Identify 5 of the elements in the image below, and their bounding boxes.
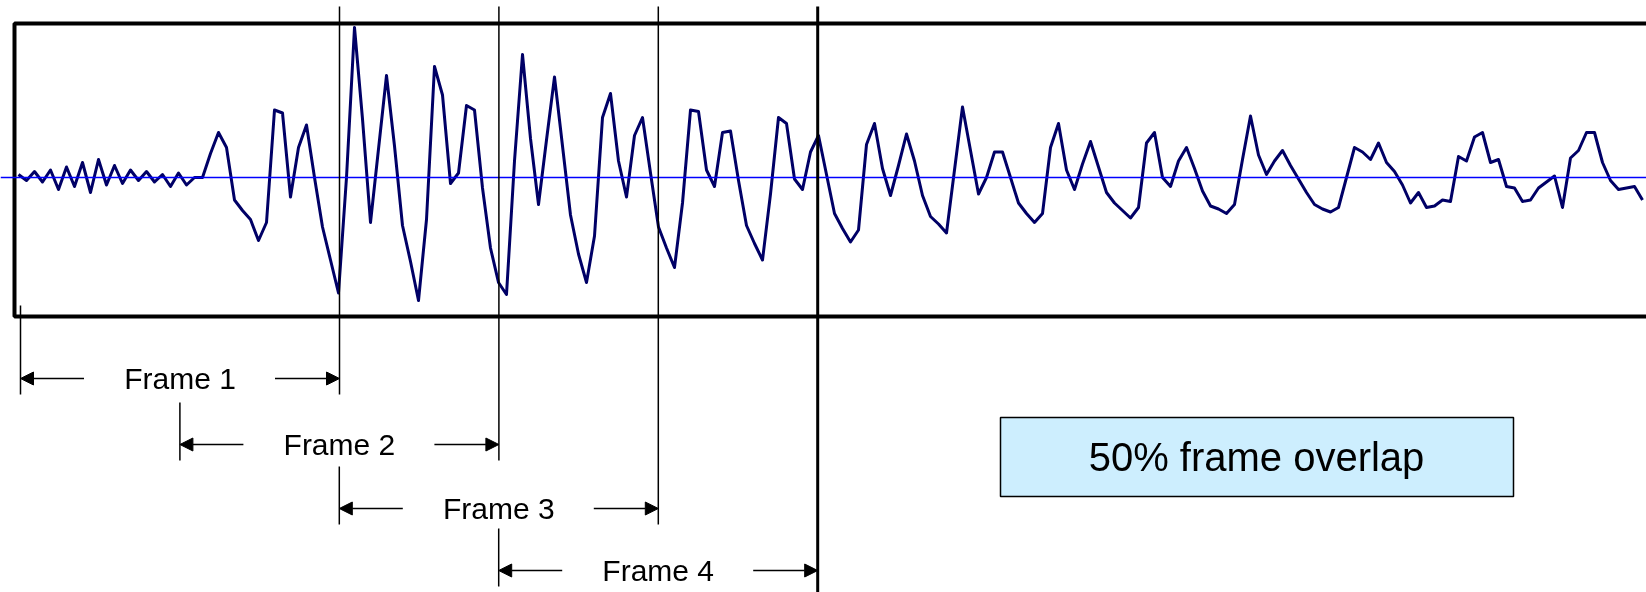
text: Frame 1 bbox=[124, 362, 236, 395]
text: 50% frame overlap bbox=[1088, 434, 1425, 479]
text: Frame 2 bbox=[283, 428, 396, 461]
text: Frame 3 bbox=[442, 492, 555, 525]
text: Frame 4 bbox=[602, 554, 715, 587]
